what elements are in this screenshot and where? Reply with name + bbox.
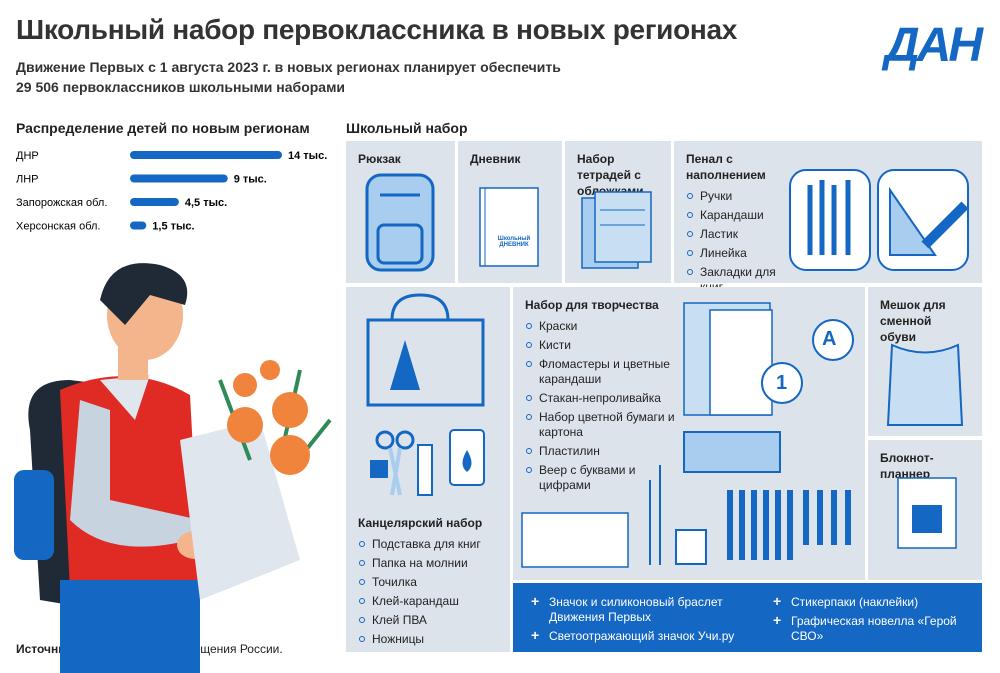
kit-cell-content: Набор для творчества Краски Кисти Фломастер… xyxy=(525,297,675,493)
bar-chart: ДНР 14 тыс. ЛНР 9 тыс. Запорожская обл. 4,5 т… xyxy=(16,150,327,233)
kit-cell-content: Пенал с наполнением Ручки Карандаши Ластик Л… xyxy=(686,151,786,295)
kit-cell: Рюкзак xyxy=(346,141,455,283)
list-item: Подставка для книг xyxy=(358,537,498,552)
fan-label: 1 xyxy=(776,372,788,394)
source-text: Министерство просвещения России. xyxy=(79,642,283,656)
logo: ДАН xyxy=(885,18,983,73)
extra-item: Стикерпаки (наклейки) xyxy=(771,594,971,610)
list-item: Фломастеры и цветные карандаши xyxy=(525,357,675,387)
value-label: 9 тыс. xyxy=(234,174,267,186)
list-item: Карандаши xyxy=(686,208,786,223)
cell-title: Дневник xyxy=(470,152,521,166)
list-item: Клей ПВА xyxy=(358,613,498,628)
list-item: Пластилин xyxy=(525,444,675,459)
value-label: 4,5 тыс. xyxy=(185,197,227,209)
source: Источник: Министерство просвещения Росси… xyxy=(16,642,283,656)
subtitle-line: Движение Первых с 1 августа 2023 г. в но… xyxy=(16,59,561,75)
bar xyxy=(130,221,147,230)
kit-cell-content: Мешок для сменной обуви xyxy=(880,297,970,345)
extras-list: Стикерпаки (наклейки) Графическая новелла… xyxy=(771,594,971,648)
kit-cell-content: Рюкзак xyxy=(358,151,443,167)
kit-title: Школьный набор xyxy=(346,120,468,136)
extra-item: Графическая новелла «Герой СВО» xyxy=(771,613,971,644)
item-list: Ручки Карандаши Ластик Линейка Закладки для … xyxy=(686,189,786,295)
cell-title: Рюкзак xyxy=(358,152,401,166)
logo-text: ДАН xyxy=(885,19,983,72)
kit-cell: Дневник xyxy=(458,141,562,283)
list-item: Папка на молнии xyxy=(358,556,498,571)
kit-cell: Набор тетрадей с обложками xyxy=(565,141,671,283)
category-label: ЛНР xyxy=(16,174,39,186)
list-item: Ластик xyxy=(686,227,786,242)
diary-cover: Школьный ДНЕВНИК xyxy=(497,236,531,248)
category-label: Запорожская обл. xyxy=(16,197,107,209)
source-label: Источник: xyxy=(16,642,76,656)
flowers-illustration xyxy=(180,360,332,600)
extra-item: Значок и силиконовый браслет Движения Пе… xyxy=(529,594,739,625)
bar xyxy=(130,151,282,159)
category-label: Херсонская обл. xyxy=(16,221,100,233)
bar xyxy=(130,174,228,183)
list-item: Краски xyxy=(525,319,675,334)
list-item: Кисти xyxy=(525,338,675,353)
kit-cell: Набор для творчества Краски Кисти Фломастер… xyxy=(513,287,865,580)
category-label: ДНР xyxy=(16,150,39,162)
kit-cell-content: Блокнот-планнер xyxy=(880,450,970,482)
item-list: Подставка для книг Папка на молнии Точилка… xyxy=(358,537,498,647)
cell-title: Пенал с наполнением xyxy=(686,152,766,182)
cell-title: Мешок для сменной обуви xyxy=(880,298,946,344)
extras-list: Значок и силиконовый браслет Движения Пе… xyxy=(529,594,739,648)
item-list: Краски Кисти Фломастеры и цветные карандаш… xyxy=(525,319,675,493)
cell-title: Набор для творчества xyxy=(525,298,659,312)
chart-title: Распределение детей по новым регионам xyxy=(16,120,310,136)
list-item: Точилка xyxy=(358,575,498,590)
kit-cell-content: Канцелярский набор Подставка для книг Папк… xyxy=(358,515,498,647)
cell-title: Блокнот-планнер xyxy=(880,451,934,481)
cell-title: Канцелярский набор xyxy=(358,516,483,530)
subtitle-line: 29 506 первоклассников школьными наборам… xyxy=(16,79,346,95)
list-item: Стакан-непроливайка xyxy=(525,391,675,406)
subtitle: Движение Первых с 1 августа 2023 г. в но… xyxy=(16,57,561,97)
value-label: 1,5 тыс. xyxy=(152,221,194,233)
kit-cell-content: Набор тетрадей с обложками xyxy=(577,151,667,199)
list-item: Ножницы xyxy=(358,632,498,647)
kit-cell: Блокнот-планнер xyxy=(868,440,982,580)
list-item: Веер с буквами и цифрами xyxy=(525,463,675,493)
kit-cell: Мешок для сменной обуви xyxy=(868,287,982,436)
kit-cell: Канцелярский набор Подставка для книг Папк… xyxy=(346,287,510,652)
value-label: 14 тыс. xyxy=(288,150,327,162)
list-item: Клей-карандаш xyxy=(358,594,498,609)
extra-item: Светоотражающий значок Учи.ру xyxy=(529,628,739,644)
extras-panel: Значок и силиконовый браслет Движения Пе… xyxy=(513,583,982,652)
fan-label: А xyxy=(822,328,837,350)
list-item: Ручки xyxy=(686,189,786,204)
list-item: Линейка xyxy=(686,246,786,261)
cell-title: Набор тетрадей с обложками xyxy=(577,152,644,198)
kit-cell: Пенал с наполнением Ручки Карандаши Ластик Л… xyxy=(674,141,982,294)
kit-cell-content: Дневник xyxy=(470,151,550,167)
list-item: Набор цветной бумаги и картона xyxy=(525,410,675,440)
bar xyxy=(130,198,179,206)
title: Школьный набор первоклассника в новых ре… xyxy=(16,14,738,45)
